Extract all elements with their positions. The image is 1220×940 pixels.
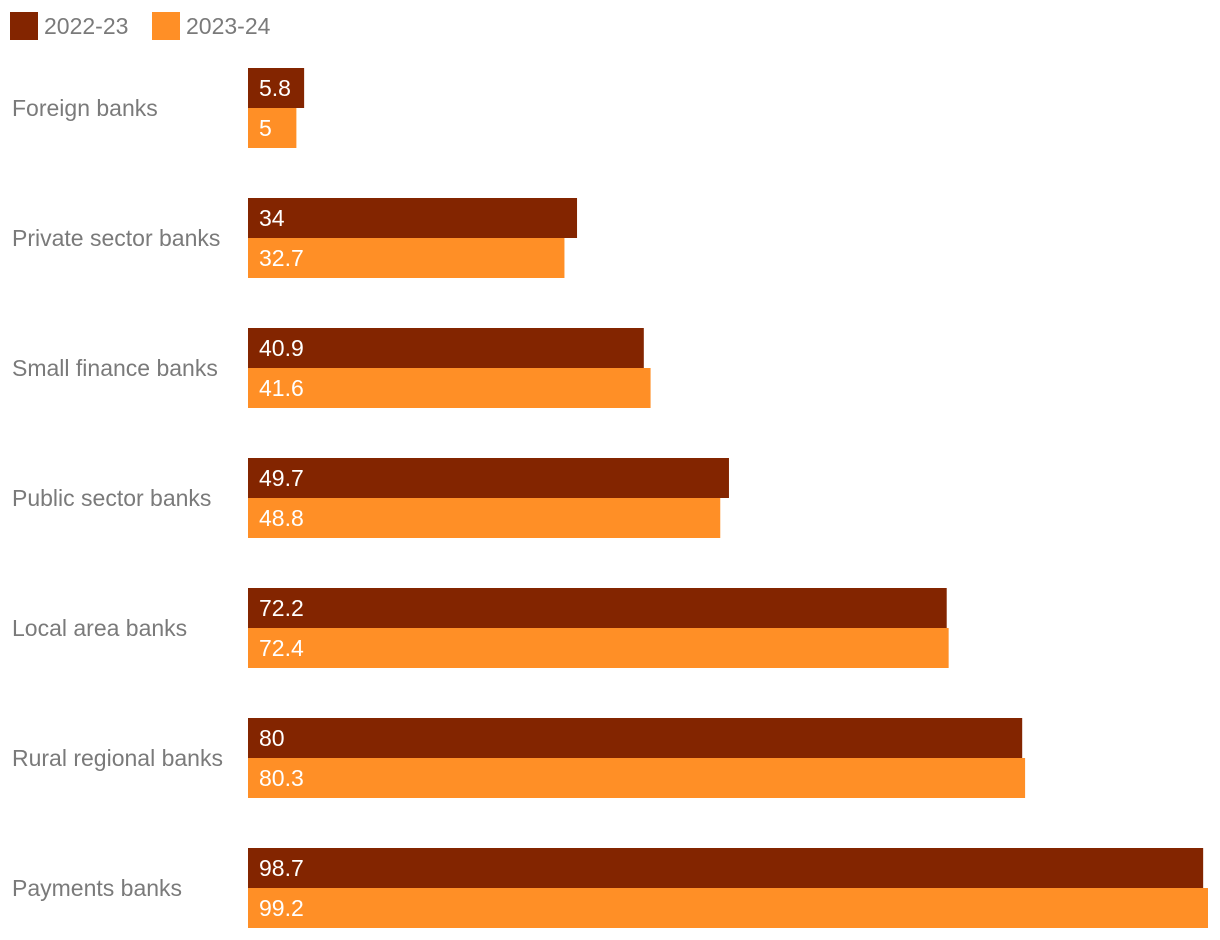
bar-2022-23-2: [248, 328, 644, 368]
bar-2022-23-3: [248, 458, 729, 498]
legend-swatch-2022-23: [10, 12, 38, 40]
data-label: 34: [259, 205, 285, 231]
data-label: 98.7: [259, 855, 304, 881]
bar-2023-24-3: [248, 498, 721, 538]
bar-2022-23-4: [248, 588, 947, 628]
category-label: Rural regional banks: [12, 745, 223, 771]
bars: [248, 68, 1208, 928]
category-label: Small finance banks: [12, 355, 218, 381]
data-label: 48.8: [259, 505, 304, 531]
bar-2023-24-5: [248, 758, 1026, 798]
bar-2023-24-4: [248, 628, 949, 668]
bar-labels: 5.8 5 34 32.7 40.9 41.6 49.7 48.8 72.2 72.4 80 80.3…: [259, 75, 304, 921]
legend-label-2022-23: 2022-23: [44, 13, 128, 39]
category-label: Private sector banks: [12, 225, 220, 251]
legend: 2022-23 2023-24: [10, 12, 271, 40]
legend-label-2023-24: 2023-24: [186, 13, 271, 39]
data-label: 80: [259, 725, 285, 751]
bar-2022-23-1: [248, 198, 578, 238]
bar-2023-24-1: [248, 238, 565, 278]
bar-2022-23-6: [248, 848, 1204, 888]
bar-2023-24-2: [248, 368, 651, 408]
data-label: 5: [259, 115, 272, 141]
data-label: 41.6: [259, 375, 304, 401]
data-label: 40.9: [259, 335, 304, 361]
category-label: Foreign banks: [12, 95, 158, 121]
data-label: 80.3: [259, 765, 304, 791]
bar-2023-24-6: [248, 888, 1208, 928]
legend-swatch-2023-24: [152, 12, 180, 40]
data-label: 49.7: [259, 465, 304, 491]
category-label: Payments banks: [12, 875, 182, 901]
category-label: Public sector banks: [12, 485, 211, 511]
bar-2022-23-0: [248, 68, 305, 108]
category-labels: Foreign banks Private sector banks Small f…: [12, 95, 223, 901]
data-label: 5.8: [259, 75, 291, 101]
data-label: 72.4: [259, 635, 304, 661]
data-label: 99.2: [259, 895, 304, 921]
bar-2023-24-0: [248, 108, 297, 148]
data-label: 32.7: [259, 245, 304, 271]
data-label: 72.2: [259, 595, 304, 621]
bar-2022-23-5: [248, 718, 1023, 758]
category-label: Local area banks: [12, 615, 187, 641]
